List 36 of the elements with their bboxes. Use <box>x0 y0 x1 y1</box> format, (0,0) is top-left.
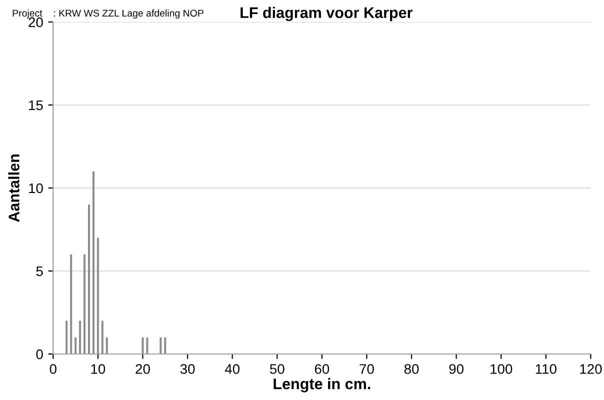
x-tick-label: 100 <box>490 364 512 374</box>
y-tick-label: 10 <box>29 183 43 194</box>
bar <box>84 254 86 354</box>
y-tick-label: 5 <box>36 266 43 276</box>
x-tick-label: 110 <box>536 364 556 374</box>
x-tick-label: 90 <box>449 364 464 374</box>
x-tick-label: 0 <box>50 364 56 374</box>
y-tick-label: 15 <box>29 100 43 110</box>
x-tick-label: 80 <box>404 364 419 374</box>
x-tick-label: 20 <box>136 364 150 374</box>
x-tick-label: 120 <box>580 364 602 374</box>
x-tick-label: 40 <box>224 364 240 374</box>
bar <box>96 238 99 354</box>
chart-subtitle: Project : KRW WS ZZL Lage afdeling NOP <box>12 9 204 19</box>
y-tick-label: 20 <box>28 17 43 28</box>
bar <box>66 320 68 354</box>
x-tick-label: 50 <box>270 364 284 374</box>
bar <box>146 337 148 354</box>
bar <box>70 254 72 354</box>
x-tick-label: 70 <box>360 364 374 374</box>
x-axis-title: Lengte in cm. <box>274 378 370 392</box>
bar <box>160 337 162 354</box>
x-tick-label: 60 <box>314 364 330 374</box>
y-axis-title: Aantallen <box>8 154 20 222</box>
x-tick-label: 10 <box>91 364 106 374</box>
bar <box>106 337 108 354</box>
bar <box>74 337 77 354</box>
bar <box>142 337 144 354</box>
y-tick-label: 0 <box>36 349 43 360</box>
bar <box>164 337 166 354</box>
bar <box>101 320 104 354</box>
bar <box>88 204 90 354</box>
x-tick-label: 30 <box>180 364 195 374</box>
bar <box>92 171 94 354</box>
chart-title: LF diagram voor Karper <box>240 6 413 22</box>
bar <box>79 320 82 354</box>
